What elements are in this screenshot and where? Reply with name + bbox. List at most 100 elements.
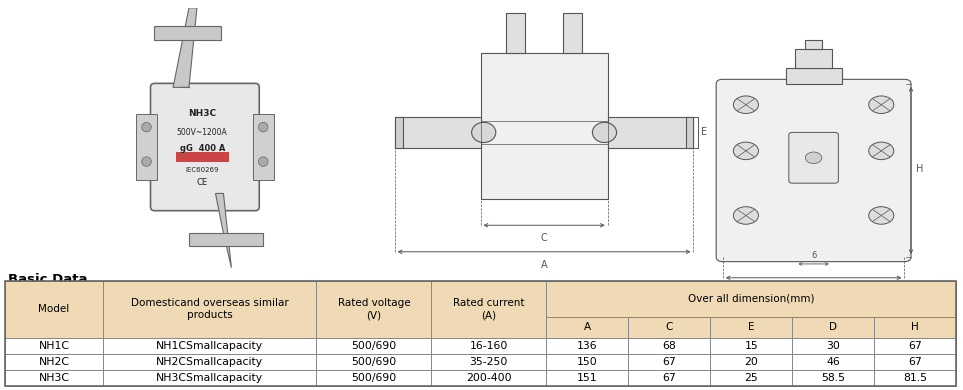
Text: NH3C: NH3C — [39, 373, 69, 383]
Text: NH1C: NH1C — [39, 341, 69, 351]
Circle shape — [142, 122, 151, 132]
Text: 25: 25 — [744, 373, 758, 383]
Bar — [563, 13, 583, 53]
Bar — [103, 281, 317, 338]
Text: Basic Data: Basic Data — [8, 273, 88, 286]
Bar — [5, 281, 103, 338]
Text: 16-160: 16-160 — [470, 341, 508, 351]
Text: A: A — [584, 322, 590, 332]
Text: Rated current
(A): Rated current (A) — [453, 298, 525, 321]
Text: NH1CSmallcapacity: NH1CSmallcapacity — [156, 341, 264, 351]
Text: H: H — [911, 322, 919, 332]
Bar — [710, 354, 793, 370]
Bar — [481, 53, 608, 199]
Bar — [710, 317, 793, 338]
Bar — [793, 317, 874, 338]
Text: 81.5: 81.5 — [903, 373, 927, 383]
FancyBboxPatch shape — [716, 79, 911, 262]
Circle shape — [734, 96, 759, 113]
Text: C: C — [540, 233, 548, 243]
Bar — [395, 117, 403, 148]
Bar — [103, 370, 317, 386]
Text: Over all dimension(mm): Over all dimension(mm) — [688, 294, 815, 304]
Text: Rated voltage
(V): Rated voltage (V) — [338, 298, 410, 321]
Bar — [103, 338, 317, 354]
Text: NH3C: NH3C — [188, 109, 217, 119]
Text: 6: 6 — [811, 252, 817, 261]
Bar — [546, 317, 628, 338]
Text: D: D — [829, 322, 837, 332]
Polygon shape — [173, 8, 196, 87]
Circle shape — [869, 96, 894, 113]
Text: 67: 67 — [908, 341, 923, 351]
Bar — [874, 338, 956, 354]
Text: Model: Model — [39, 304, 69, 314]
Text: 500/690: 500/690 — [351, 357, 397, 367]
Text: NH3CSmallcapacity: NH3CSmallcapacity — [156, 373, 264, 383]
Text: 67: 67 — [663, 357, 676, 367]
Circle shape — [142, 157, 151, 167]
Bar — [874, 354, 956, 370]
Bar — [546, 354, 628, 370]
Bar — [5, 338, 103, 354]
Bar — [431, 370, 546, 386]
Circle shape — [258, 122, 268, 132]
Bar — [481, 121, 608, 144]
Bar — [317, 338, 431, 354]
Bar — [686, 117, 693, 148]
Text: 46: 46 — [826, 357, 840, 367]
Bar — [317, 354, 431, 370]
Text: 68: 68 — [663, 341, 676, 351]
Bar — [317, 281, 431, 338]
Bar — [431, 354, 546, 370]
Text: 58.5: 58.5 — [821, 373, 846, 383]
Text: H: H — [916, 164, 924, 174]
Bar — [786, 68, 842, 84]
Bar — [506, 13, 525, 53]
Text: 15: 15 — [744, 341, 758, 351]
Text: 500V~1200A: 500V~1200A — [177, 128, 227, 137]
FancyBboxPatch shape — [789, 132, 839, 183]
Polygon shape — [216, 193, 231, 268]
Bar — [546, 370, 628, 386]
Bar — [874, 317, 956, 338]
Circle shape — [472, 122, 496, 142]
Bar — [431, 338, 546, 354]
Text: 151: 151 — [577, 373, 597, 383]
Bar — [431, 281, 546, 338]
Text: gG  400 A: gG 400 A — [179, 144, 225, 153]
Text: Domesticand overseas similar
products: Domesticand overseas similar products — [131, 298, 289, 321]
Text: IEC60269: IEC60269 — [186, 167, 219, 172]
Circle shape — [734, 207, 759, 224]
Text: 500/690: 500/690 — [351, 373, 397, 383]
Bar — [395, 117, 481, 148]
Bar — [5, 354, 103, 370]
Bar — [136, 114, 157, 180]
Bar — [252, 114, 273, 180]
Bar — [793, 370, 874, 386]
Bar — [628, 338, 710, 354]
Text: 200-400: 200-400 — [466, 373, 511, 383]
Bar — [628, 370, 710, 386]
Text: D: D — [810, 285, 818, 295]
Bar — [103, 354, 317, 370]
Bar — [874, 370, 956, 386]
Bar — [546, 281, 956, 317]
Bar — [793, 354, 874, 370]
Bar — [154, 27, 221, 40]
Circle shape — [734, 142, 759, 160]
Bar — [317, 370, 431, 386]
Text: 35-250: 35-250 — [470, 357, 508, 367]
Text: E: E — [748, 322, 754, 332]
Text: 67: 67 — [663, 373, 676, 383]
Text: C: C — [665, 322, 673, 332]
Text: 30: 30 — [826, 341, 840, 351]
Circle shape — [805, 152, 821, 163]
Bar — [189, 233, 263, 246]
Bar — [608, 117, 693, 148]
Text: 20: 20 — [744, 357, 758, 367]
Text: A: A — [541, 260, 547, 270]
Text: 500/690: 500/690 — [351, 341, 397, 351]
Circle shape — [592, 122, 616, 142]
Bar — [628, 354, 710, 370]
